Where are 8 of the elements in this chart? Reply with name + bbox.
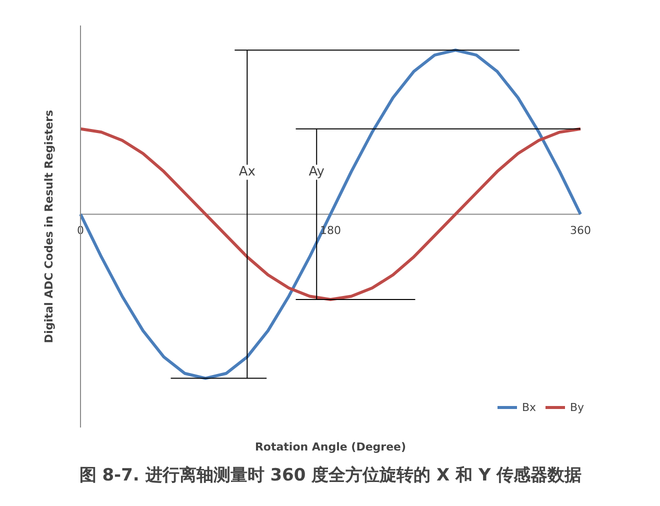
legend-label: Bx <box>522 400 538 414</box>
annotation: Ay <box>308 164 325 180</box>
text: Rotation Angle (Degree) <box>254 440 406 454</box>
x-tick-label: 360 <box>570 224 591 238</box>
y-axis-title: Digital ADC Codes in Result Registers <box>42 109 56 344</box>
caption: 图 8-7. 进行离轴测量时 360 度全方位旋转的 X 和 Y 传感器数据 <box>79 466 582 486</box>
legend-label: By <box>570 400 586 414</box>
annotation: Ax <box>238 164 256 180</box>
